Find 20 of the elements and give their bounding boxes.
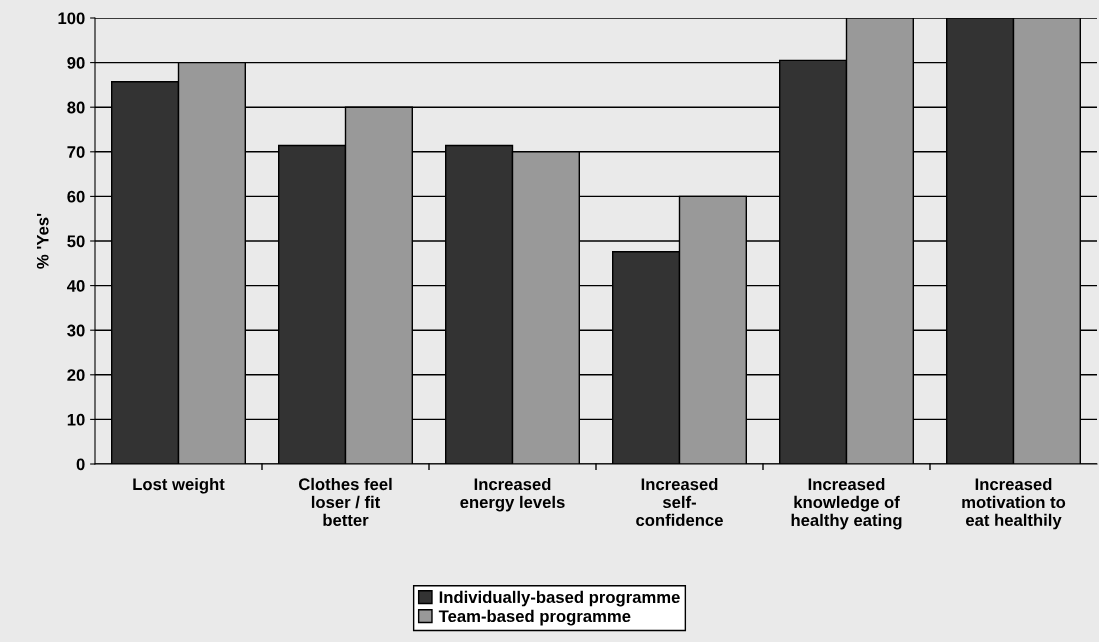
legend-label: Team-based programme [438,609,631,626]
y-tick-label: 20 [67,369,85,381]
y-tick-label: 40 [66,280,85,292]
x-tick-label: Increased knowledge of healthy eating [791,477,902,530]
y-tick-label: 10 [67,413,85,426]
x-tick-label: Increased motivation to eat healthily [962,477,1066,530]
y-tick-label: 80 [67,101,85,114]
y-tick-label: 30 [67,324,85,337]
y-tick-label: 60 [67,190,85,203]
y-axis-title: % 'Yes' [36,213,49,269]
y-tick-label: 0 [76,458,85,471]
legend-label: Individually-based programme [439,590,680,607]
x-tick-label: Increased self- confidence [636,477,723,527]
y-tick-label: 100 [58,12,85,25]
x-tick-label: Increased energy levels [460,477,565,512]
x-tick-label: Clothes feel loser / fit better [298,477,392,527]
x-tick-label: Lost weight [133,477,225,494]
y-tick-label: 50 [67,235,85,248]
y-tick-label: 90 [67,57,85,69]
y-tick-label: 70 [67,146,85,158]
